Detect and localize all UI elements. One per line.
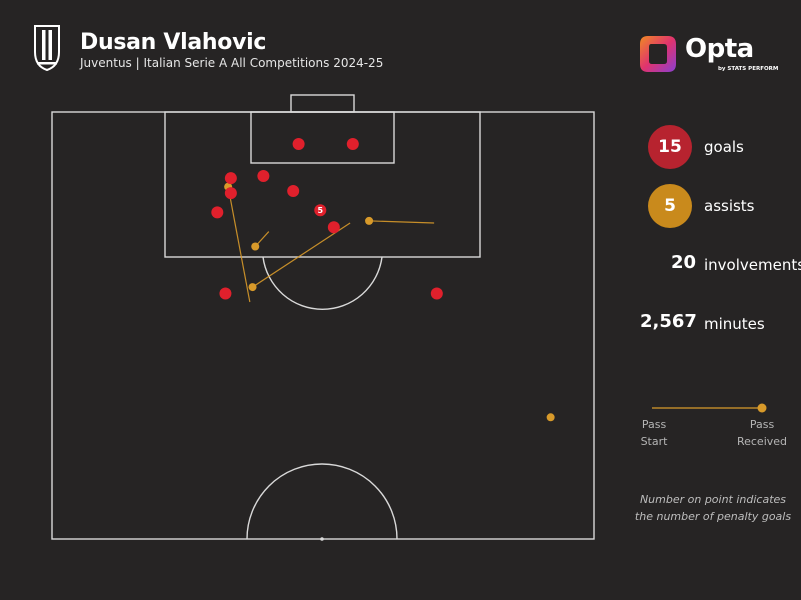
center-spot <box>320 537 324 541</box>
stat-goals: 15 goals <box>640 122 801 172</box>
goal-point <box>287 184 300 197</box>
header: Dusan Vlahovic Juventus | Italian Serie … <box>0 0 801 90</box>
legend-pass-received-dot <box>757 403 767 413</box>
assist-point <box>365 216 374 225</box>
assists-label: assists <box>704 197 755 215</box>
stats-panel: 15 goals 5 assists 20 involvements 2,567… <box>640 120 801 350</box>
minutes-count: 2,567 <box>640 311 697 332</box>
goal-point <box>314 204 327 217</box>
six-yard-box <box>250 111 395 164</box>
juventus-crest-icon <box>34 25 60 72</box>
goal-point <box>224 172 237 185</box>
goal-point <box>219 287 232 300</box>
assist-point <box>251 242 260 251</box>
involvements-count: 20 <box>670 252 696 273</box>
goal <box>290 94 355 113</box>
brand: Opta by STATS PERFORM <box>636 32 778 76</box>
assist-pass-line <box>227 186 251 303</box>
brand-name: Opta <box>685 34 754 64</box>
penalty-goals-label: 5 <box>318 206 324 215</box>
minutes-label: minutes <box>704 315 765 333</box>
assist-pass-line <box>252 222 351 288</box>
goal-point <box>430 287 443 300</box>
stat-minutes: 2,567 minutes <box>640 299 801 349</box>
pitch-lines <box>51 94 595 541</box>
center-circle <box>246 463 398 540</box>
goal-layer: 5 <box>211 138 443 300</box>
brand-sub: by STATS PERFORM <box>718 66 779 72</box>
assist-point <box>546 413 555 422</box>
pitch-outline <box>51 111 595 540</box>
penalty-area <box>164 111 481 258</box>
legend-pass-received: Pass Received <box>736 418 788 448</box>
goal-point <box>292 138 305 151</box>
assist-point <box>248 283 257 292</box>
assist-layer <box>224 182 555 422</box>
goal-point <box>211 206 224 219</box>
goals-label: goals <box>704 138 744 156</box>
assist-pass-line <box>369 220 435 224</box>
player-name: Dusan Vlahovic <box>80 30 267 55</box>
goals-count: 15 <box>648 125 692 169</box>
penalty-note: Number on point indicates the number of … <box>634 493 792 523</box>
pass-legend <box>652 403 767 413</box>
assists-count: 5 <box>648 184 692 228</box>
legend-pass-start: Pass Start <box>640 418 668 448</box>
stat-assists: 5 assists <box>640 181 801 231</box>
penalty-arc <box>262 256 383 310</box>
goal-point <box>346 138 359 151</box>
subtitle: Juventus | Italian Serie A All Competiti… <box>80 56 384 70</box>
stat-involvements: 20 involvements <box>640 240 801 290</box>
opta-logo-icon <box>640 36 676 72</box>
goal-point <box>224 187 237 200</box>
involvements-label: involvements <box>704 256 801 274</box>
goal-point <box>257 170 270 183</box>
goal-point <box>327 221 340 234</box>
